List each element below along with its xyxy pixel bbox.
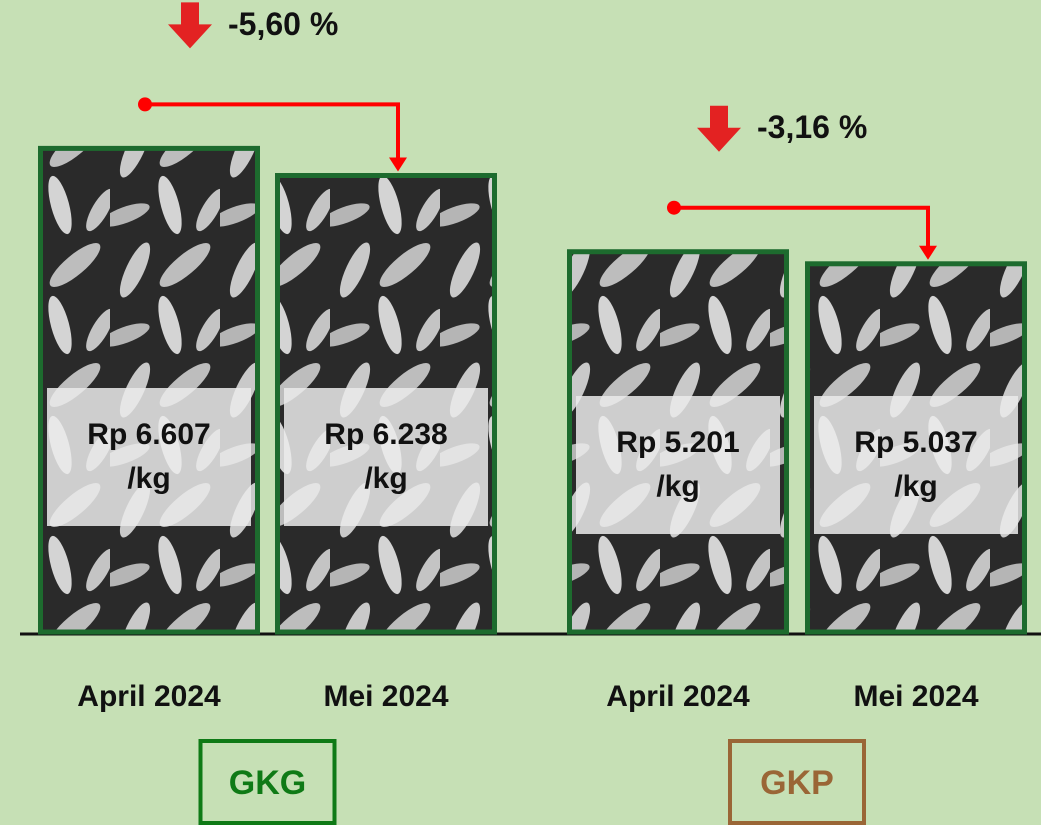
down-icon bbox=[168, 2, 212, 48]
value-text: Rp 6.238 /kg bbox=[301, 413, 471, 501]
value-label: Rp 5.201 /kg bbox=[576, 396, 780, 534]
value-label: Rp 6.238 /kg bbox=[284, 388, 488, 526]
value-label: Rp 6.607 /kg bbox=[47, 388, 251, 526]
x-tick-label: April 2024 bbox=[77, 680, 221, 713]
x-tick-label: April 2024 bbox=[606, 680, 750, 713]
value-text: Rp 6.607 /kg bbox=[64, 413, 234, 501]
value-label: Rp 5.037 /kg bbox=[814, 396, 1018, 534]
group-label: GKP bbox=[760, 764, 834, 802]
infographic: April 2024 Mei 2024 April 2024 Mei 2024 -5,6… bbox=[0, 0, 1041, 825]
change-label: -3,16 % bbox=[757, 109, 867, 145]
arrow-start bbox=[667, 201, 681, 215]
arrow-head bbox=[919, 246, 937, 260]
down-icon bbox=[697, 106, 741, 152]
arrow-head bbox=[389, 158, 407, 172]
x-tick-label: Mei 2024 bbox=[323, 680, 448, 713]
change-arrow bbox=[674, 208, 928, 250]
group-label: GKG bbox=[229, 764, 306, 802]
arrow-start bbox=[138, 97, 152, 111]
value-text: Rp 5.037 /kg bbox=[831, 421, 1001, 509]
change-label: -5,60 % bbox=[228, 6, 338, 42]
x-tick-label: Mei 2024 bbox=[853, 680, 978, 713]
value-text: Rp 5.201 /kg bbox=[593, 421, 763, 509]
